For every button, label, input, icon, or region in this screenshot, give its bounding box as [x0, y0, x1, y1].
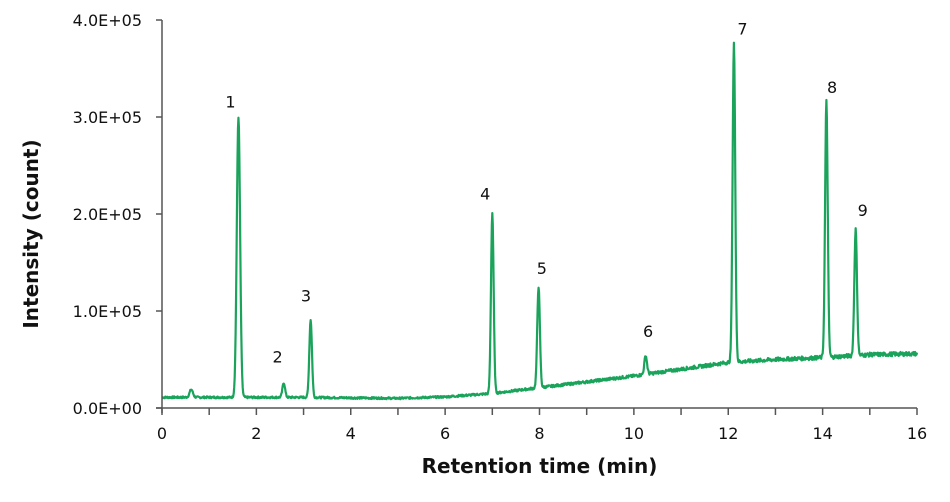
x-tick-label: 0: [157, 424, 167, 443]
peak-labels: 1 2 3 4 5 6 7 8 9: [225, 20, 868, 367]
x-tick-label: 8: [534, 424, 544, 443]
y-tick-label: 3.0E+05: [73, 108, 142, 127]
x-tick-label: 10: [624, 424, 644, 443]
x-tick-label: 14: [812, 424, 832, 443]
y-tick-label: 0.0E+00: [73, 399, 142, 418]
peak-label-7: 7: [737, 20, 747, 39]
peak-label-4: 4: [480, 184, 490, 203]
x-tick-label: 4: [346, 424, 356, 443]
y-axis-title: Intensity (count): [19, 139, 43, 328]
peak-label-5: 5: [537, 259, 547, 278]
x-tick-label: 2: [251, 424, 261, 443]
x-tick-label: 6: [440, 424, 450, 443]
y-tick-label: 1.0E+05: [73, 302, 142, 321]
peak-label-2: 2: [273, 347, 283, 366]
x-axis-title: Retention time (min): [422, 454, 658, 478]
peak-label-1: 1: [225, 92, 235, 111]
x-tick-label: 12: [718, 424, 738, 443]
x-axis-ticks: 0 2 4 6 8 10 12 14 16: [157, 408, 927, 443]
y-axis-ticks: 0.0E+00 1.0E+05 2.0E+05 3.0E+05 4.0E+05: [73, 11, 162, 418]
chromatogram-trace: [161, 41, 919, 401]
peak-label-3: 3: [301, 286, 311, 305]
peak-label-8: 8: [827, 78, 837, 97]
axes: [156, 20, 917, 413]
y-tick-label: 4.0E+05: [73, 11, 142, 30]
y-tick-label: 2.0E+05: [73, 205, 142, 224]
x-tick-label: 16: [907, 424, 927, 443]
peak-label-9: 9: [858, 201, 868, 220]
peak-label-6: 6: [643, 322, 653, 341]
